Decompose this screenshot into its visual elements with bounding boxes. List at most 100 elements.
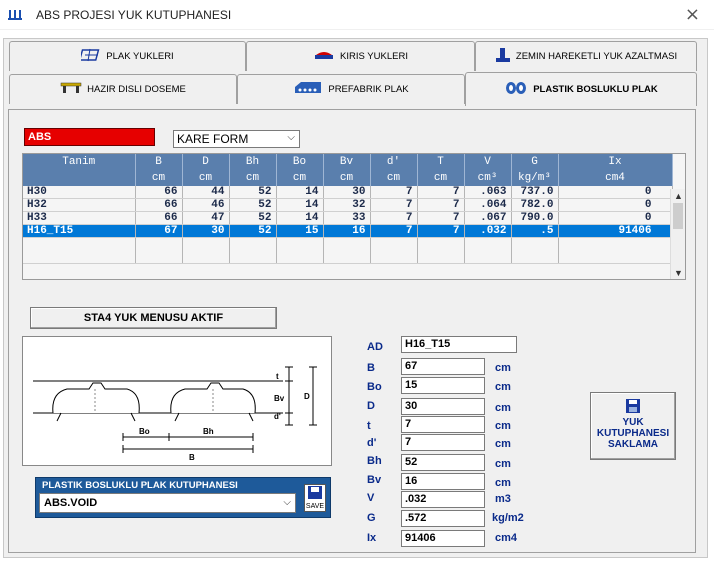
table-cell: 52 — [229, 224, 277, 238]
dim-label-d: D — [304, 392, 310, 401]
dim-label-bh: Bh — [203, 427, 214, 436]
tab-kiris-yukleri[interactable]: KIRIS YUKLERI — [246, 41, 475, 71]
save-disk-icon[interactable]: SAVE — [304, 484, 326, 512]
field-g[interactable]: .572 — [401, 510, 485, 527]
field-unit-b: cm — [495, 362, 511, 374]
table-row-empty — [23, 237, 673, 264]
field-t[interactable]: 7 — [401, 416, 485, 433]
table-cell: 0 — [558, 198, 673, 212]
field-dprime[interactable]: 7 — [401, 434, 485, 451]
save-line-3: SAKLAMA — [608, 439, 658, 450]
col-header: Bo — [276, 154, 324, 170]
save-library-button[interactable]: YUK KUTUPHANESI SAKLAMA — [590, 392, 676, 460]
field-label-t: t — [367, 420, 371, 432]
library-value: ABS.VOID — [44, 497, 98, 509]
sta4-menu-button[interactable]: STA4 YUK MENUSU AKTIF — [30, 307, 277, 329]
col-unit: cm — [370, 170, 418, 186]
table-row[interactable]: H33 66 47 52 14 33 7 7 .067 790.0 0 — [23, 211, 673, 225]
field-unit-v: m3 — [495, 493, 511, 505]
scroll-down-icon[interactable]: ▼ — [674, 268, 683, 278]
table-row-selected[interactable]: H16_T15 67 30 52 15 16 7 7 .032 .5 91406 — [23, 224, 673, 238]
tab-label: PLAK YUKLERI — [106, 51, 174, 62]
table-cell: 7 — [370, 211, 418, 225]
table-cell: H30 — [23, 186, 136, 199]
window-title: ABS PROJESI YUK KUTUPHANESI — [36, 8, 232, 22]
field-d[interactable]: 30 — [401, 398, 485, 415]
library-select[interactable]: ABS.VOID ⌵ — [39, 493, 296, 513]
table-cell: H32 — [23, 198, 136, 212]
void-plate-icon — [504, 80, 528, 99]
tab-plak-yukleri[interactable]: PLAK YUKLERI — [9, 41, 246, 71]
table-scrollbar[interactable]: ▲ ▼ — [670, 189, 685, 279]
table-cell: 91406 — [558, 224, 673, 238]
table-cell: .5 — [511, 224, 559, 238]
col-header: G — [511, 154, 559, 170]
table-row[interactable]: H32 66 46 52 14 32 7 7 .064 782.0 0 — [23, 198, 673, 212]
col-header: T — [417, 154, 465, 170]
scroll-thumb[interactable] — [673, 203, 683, 229]
field-label-ix: Ix — [367, 532, 377, 544]
field-unit-dprime: cm — [495, 438, 511, 450]
table-cell: H33 — [23, 211, 136, 225]
field-label-bv: Bv — [367, 474, 382, 486]
field-bv[interactable]: 16 — [401, 473, 485, 490]
col-unit: cm — [182, 170, 230, 186]
field-unit-bv: cm — [495, 477, 511, 489]
precast-plate-icon — [293, 81, 323, 98]
tab-hazir-disli-doseme[interactable]: HAZIR DISLI DOSEME — [9, 74, 237, 104]
tab-label: HAZIR DISLI DOSEME — [87, 84, 186, 95]
beam-red-icon — [313, 48, 335, 65]
field-bh[interactable]: 52 — [401, 454, 485, 471]
table-cell: 14 — [276, 211, 324, 225]
chevron-down-icon: ⌵ — [287, 132, 295, 143]
tab-label: KIRIS YUKLERI — [340, 51, 408, 62]
table-row[interactable]: H30 66 44 52 14 30 7 7 .063 737.0 0 — [23, 186, 673, 199]
form-type-select[interactable]: KARE FORM ⌵ — [173, 130, 300, 148]
table-cell: 7 — [417, 186, 465, 199]
dim-label-b: B — [189, 453, 195, 462]
field-unit-bo: cm — [495, 381, 511, 393]
field-unit-ix: cm4 — [495, 532, 518, 544]
chevron-down-icon: ⌵ — [283, 497, 291, 508]
field-ix[interactable]: 91406 — [401, 530, 485, 547]
table-cell: 44 — [182, 186, 230, 199]
table-cell: 16 — [323, 224, 371, 238]
table-cell: 790.0 — [511, 211, 559, 225]
close-icon[interactable]: × — [684, 4, 700, 25]
table-cell: 7 — [370, 198, 418, 212]
col-header: B — [135, 154, 183, 170]
table-cell: 0 — [558, 186, 673, 199]
field-v[interactable]: .032 — [401, 491, 485, 508]
field-label-ad: AD — [367, 341, 383, 353]
field-label-g: G — [367, 512, 376, 524]
field-bo[interactable]: 15 — [401, 377, 485, 394]
field-label-bh: Bh — [367, 455, 382, 467]
tab-plastik-bosluklu-plak[interactable]: PLASTIK BOSLUKLU PLAK — [465, 72, 697, 106]
joist-slab-icon — [60, 82, 82, 97]
table-cell: 47 — [182, 211, 230, 225]
dim-label-dprime: d' — [274, 412, 281, 421]
tab-zemin-hareketli[interactable]: ZEMIN HAREKETLI YUK AZALTMASI — [475, 41, 697, 71]
col-header: d' — [370, 154, 418, 170]
table-cell: 7 — [417, 198, 465, 212]
scroll-up-icon[interactable]: ▲ — [674, 191, 683, 201]
app-icon — [8, 8, 24, 20]
table-cell: 7 — [417, 224, 465, 238]
table-cell: .063 — [464, 186, 512, 199]
tab-label: PLASTIK BOSLUKLU PLAK — [533, 84, 658, 95]
abs-filter-field[interactable]: ABS — [24, 128, 155, 146]
col-header: Ix — [558, 154, 673, 170]
table-cell: 67 — [135, 224, 183, 238]
tab-prefabrik-plak[interactable]: PREFABRIK PLAK — [237, 74, 465, 104]
table-cell: 14 — [276, 186, 324, 199]
field-unit-d: cm — [495, 402, 511, 414]
col-unit: cm — [276, 170, 324, 186]
field-ad[interactable]: H16_T15 — [401, 336, 517, 353]
table-cell: 0 — [558, 211, 673, 225]
table-cell: 737.0 — [511, 186, 559, 199]
blue-foot-icon — [495, 47, 511, 66]
tab-label: PREFABRIK PLAK — [328, 84, 409, 95]
table-cell: 32 — [323, 198, 371, 212]
field-b[interactable]: 67 — [401, 358, 485, 375]
col-unit — [23, 170, 136, 186]
